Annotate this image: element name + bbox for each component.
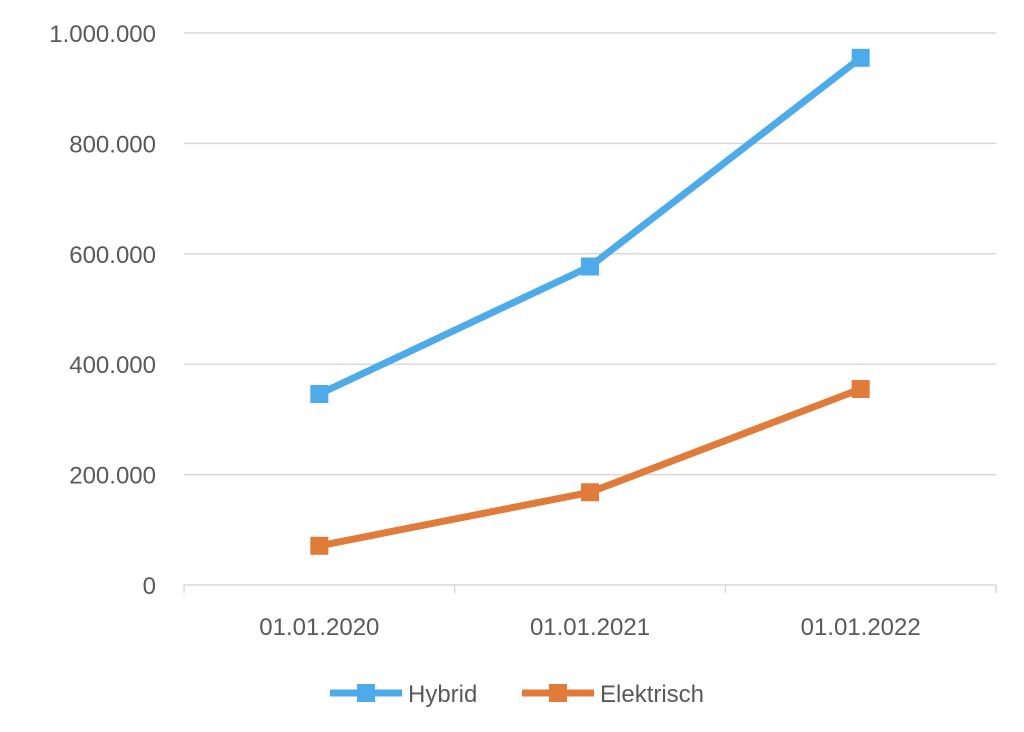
y-tick-label: 800.000 [69,131,156,158]
x-tick-label: 01.01.2020 [259,614,379,641]
axis-layer: 0 200.000 400.000 600.000 800.000 1.000.000 01… [49,21,997,641]
y-tick-label: 200.000 [69,463,156,490]
grid-layer [184,32,996,476]
data-point [851,48,870,67]
series-line [315,385,865,550]
series-hybrid [310,48,870,404]
legend-marker-icon [357,684,375,702]
y-tick-label: 0 [143,573,156,600]
y-tick-label: 600.000 [69,242,156,269]
legend-label: Elektrisch [600,681,704,708]
data-point [310,385,329,404]
legend-label: Hybrid [408,681,477,708]
x-tick-label: 01.01.2021 [530,614,650,641]
data-point [581,257,599,276]
data-point [851,380,870,399]
legend: Hybrid Elektrisch [330,681,704,708]
legend-marker-icon [549,684,567,702]
y-tick-label: 1.000.000 [49,21,156,48]
legend-item-hybrid: Hybrid [330,681,477,708]
x-tick-label: 01.01.2022 [801,614,921,641]
legend-item-elektrisch: Elektrisch [522,681,704,708]
series-layer [310,48,870,555]
data-point [310,536,329,555]
data-point [581,483,599,502]
y-tick-label: 400.000 [69,352,156,379]
series-line [315,54,865,398]
series-elektrisch [310,380,870,555]
